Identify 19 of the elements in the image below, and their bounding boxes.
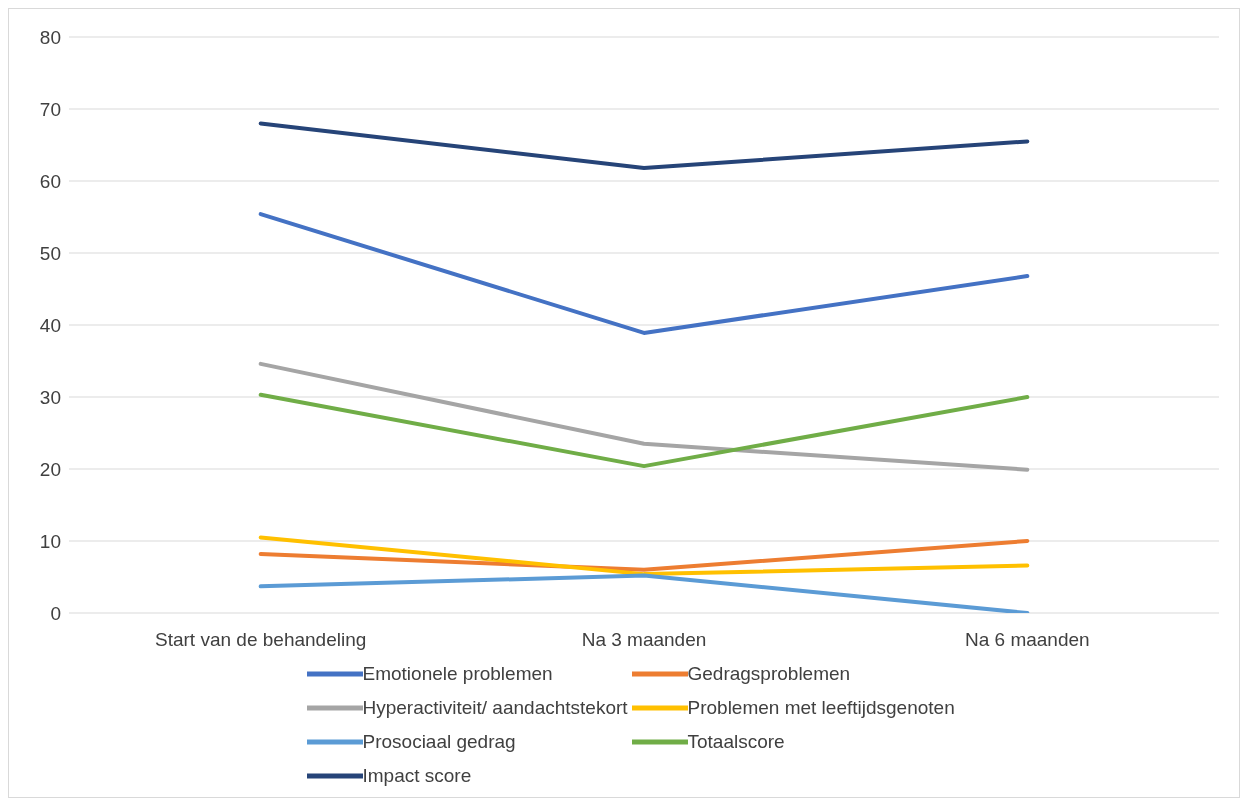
y-tick-label: 80: [39, 26, 61, 48]
legend-label: Emotionele problemen: [362, 663, 553, 685]
y-tick-label: 10: [39, 530, 61, 552]
legend-label: Impact score: [362, 765, 472, 787]
y-tick-label: 40: [39, 314, 61, 336]
y-tick-label: 60: [39, 170, 61, 192]
legend-label: Problemen met leeftijdsgenoten: [687, 697, 955, 719]
y-tick-label: 50: [39, 242, 61, 264]
x-tick-label: Na 6 maanden: [965, 629, 1090, 651]
y-tick-label: 70: [39, 98, 61, 120]
legend-label: Prosociaal gedrag: [362, 731, 516, 753]
y-tick-label: 30: [39, 386, 61, 408]
legend-label: Hyperactiviteit/ aandachtstekort: [362, 697, 628, 719]
x-tick-label: Start van de behandeling: [155, 629, 367, 651]
y-tick-label: 0: [50, 602, 61, 624]
legend-label: Gedragsproblemen: [687, 663, 851, 685]
legend-label: Totaalscore: [687, 731, 785, 753]
y-tick-label: 20: [39, 458, 61, 480]
x-tick-label: Na 3 maanden: [581, 629, 707, 651]
